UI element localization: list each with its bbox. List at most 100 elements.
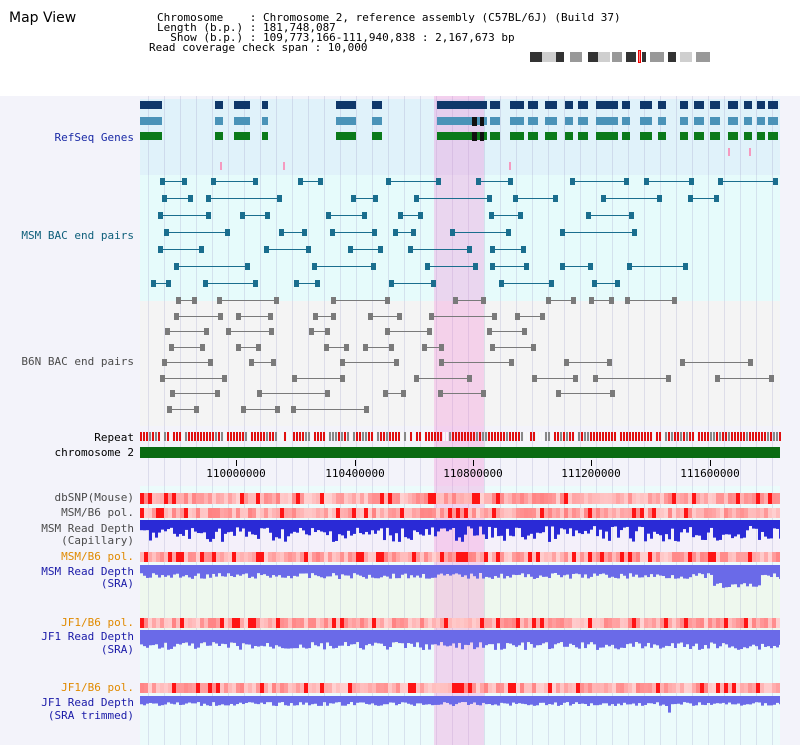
gene-feature[interactable] — [640, 132, 652, 140]
gene-feature[interactable] — [694, 132, 704, 140]
msm-bac-pair[interactable] — [475, 181, 513, 182]
gene-feature[interactable] — [565, 117, 573, 125]
b6n-bac-pair[interactable] — [546, 300, 577, 301]
gene-feature[interactable] — [140, 101, 162, 109]
b6n-bac-pair[interactable] — [679, 362, 754, 363]
gene-feature[interactable] — [490, 101, 500, 109]
gene-feature[interactable] — [336, 101, 356, 109]
gene-feature[interactable] — [528, 117, 538, 125]
msm-bac-pair[interactable] — [278, 232, 307, 233]
gene-feature[interactable] — [768, 132, 778, 140]
msm-bac-pair[interactable] — [211, 181, 258, 182]
gene-feature[interactable] — [234, 117, 250, 125]
gene-feature[interactable] — [728, 101, 738, 109]
msm-bac-pair[interactable] — [150, 283, 172, 284]
msm-bac-pair[interactable] — [585, 215, 635, 216]
gene-feature[interactable] — [510, 132, 524, 140]
gene-feature[interactable] — [437, 132, 487, 140]
msm-bac-pair[interactable] — [350, 198, 378, 199]
dbsnp-heat-track[interactable] — [140, 493, 780, 504]
msm-bac-pair[interactable] — [407, 249, 473, 250]
gene-feature[interactable] — [757, 132, 765, 140]
msm-bac-pair[interactable] — [157, 249, 204, 250]
gene-feature[interactable] — [728, 132, 738, 140]
gene-feature[interactable] — [596, 117, 618, 125]
gene-feature[interactable] — [490, 132, 500, 140]
gene-feature[interactable] — [757, 101, 765, 109]
gene-feature[interactable] — [757, 117, 765, 125]
b6n-bac-pair[interactable] — [592, 377, 672, 379]
b6n-bac-pair[interactable] — [414, 377, 473, 379]
gene-feature[interactable] — [640, 117, 652, 125]
msm-bac-pair[interactable] — [159, 181, 187, 182]
jf1-read-depth-trim-label[interactable]: JF1 Read Depth — [41, 696, 134, 709]
b6n-bac-pair[interactable] — [438, 393, 487, 394]
b6n-bac-pair[interactable] — [167, 408, 200, 410]
repeat-label[interactable]: Repeat — [94, 431, 134, 444]
b6n-bac-pair[interactable] — [555, 393, 616, 394]
b6n-bac-pair[interactable] — [422, 346, 445, 348]
msm-bac-label[interactable]: MSM BAC end pairs — [21, 229, 134, 242]
gene-feature[interactable] — [578, 132, 588, 140]
gene-feature[interactable] — [490, 117, 500, 125]
gene-feature[interactable] — [215, 117, 223, 125]
gene-feature[interactable] — [565, 132, 573, 140]
msm-bac-pair[interactable] — [164, 232, 230, 233]
msm-bac-pair[interactable] — [205, 198, 283, 199]
gene-feature[interactable] — [215, 101, 223, 109]
msm-bac-pair[interactable] — [414, 198, 492, 199]
gene-feature[interactable] — [658, 101, 666, 109]
b6n-bac-pair[interactable] — [292, 377, 345, 379]
b6n-bac-pair[interactable] — [236, 315, 274, 317]
msm-bac-pair[interactable] — [398, 215, 423, 216]
msm-bac-pair[interactable] — [569, 181, 629, 182]
gene-feature[interactable] — [140, 117, 162, 125]
b6n-bac-pair[interactable] — [159, 377, 228, 379]
gene-feature[interactable] — [372, 117, 382, 125]
msm-b6-pol-heat-track-1[interactable] — [140, 508, 780, 518]
gene-feature[interactable] — [437, 101, 487, 109]
repeat-track[interactable] — [140, 432, 781, 441]
gene-feature[interactable] — [744, 117, 752, 125]
gene-feature[interactable] — [437, 117, 487, 125]
gene-feature[interactable] — [372, 101, 382, 109]
gene-feature[interactable] — [215, 132, 223, 140]
msm-read-depth-cap-label[interactable]: MSM Read Depth — [41, 522, 134, 535]
chromosome-ideogram[interactable] — [530, 50, 710, 63]
b6n-bac-pair[interactable] — [216, 300, 279, 301]
jf1-b6-pol-label-2[interactable]: JF1/B6 pol. — [61, 681, 134, 694]
gene-feature[interactable] — [768, 101, 778, 109]
b6n-bac-pair[interactable] — [256, 393, 330, 394]
gene-feature[interactable] — [545, 117, 557, 125]
b6n-bac-pair[interactable] — [362, 346, 395, 348]
gene-feature[interactable] — [262, 132, 268, 140]
msm-bac-pair[interactable] — [162, 198, 193, 199]
gene-feature[interactable] — [710, 117, 720, 125]
msm-bac-pair[interactable] — [488, 215, 523, 216]
msm-bac-pair[interactable] — [688, 198, 719, 199]
b6n-bac-pair[interactable] — [309, 331, 330, 332]
gene-feature[interactable] — [545, 101, 557, 109]
msm-bac-pair[interactable] — [264, 249, 312, 250]
msm-bac-pair[interactable] — [489, 266, 529, 267]
b6n-bac-pair[interactable] — [168, 346, 205, 348]
b6n-bac-pair[interactable] — [532, 377, 579, 379]
b6n-bac-pair[interactable] — [588, 300, 614, 301]
b6n-bac-pair[interactable] — [330, 300, 391, 301]
gene-feature[interactable] — [658, 117, 666, 125]
b6n-bac-pair[interactable] — [339, 362, 400, 363]
msm-bac-pair[interactable] — [560, 266, 594, 267]
gene-feature[interactable] — [578, 117, 588, 125]
jf1-read-depth-trimmed-plot[interactable] — [140, 696, 780, 728]
msm-bac-pair[interactable] — [643, 181, 694, 182]
gene-feature[interactable] — [262, 101, 268, 109]
jf1-read-depth-sra-plot[interactable] — [140, 630, 780, 654]
msm-read-depth-capillary-plot[interactable] — [140, 520, 780, 550]
b6n-bac-pair[interactable] — [170, 393, 221, 394]
gene-feature[interactable] — [336, 117, 356, 125]
msm-bac-pair[interactable] — [157, 215, 211, 216]
msm-bac-pair[interactable] — [592, 283, 620, 284]
b6n-bac-pair[interactable] — [385, 331, 433, 332]
b6n-bac-pair[interactable] — [439, 362, 514, 363]
gene-feature[interactable] — [622, 117, 630, 125]
